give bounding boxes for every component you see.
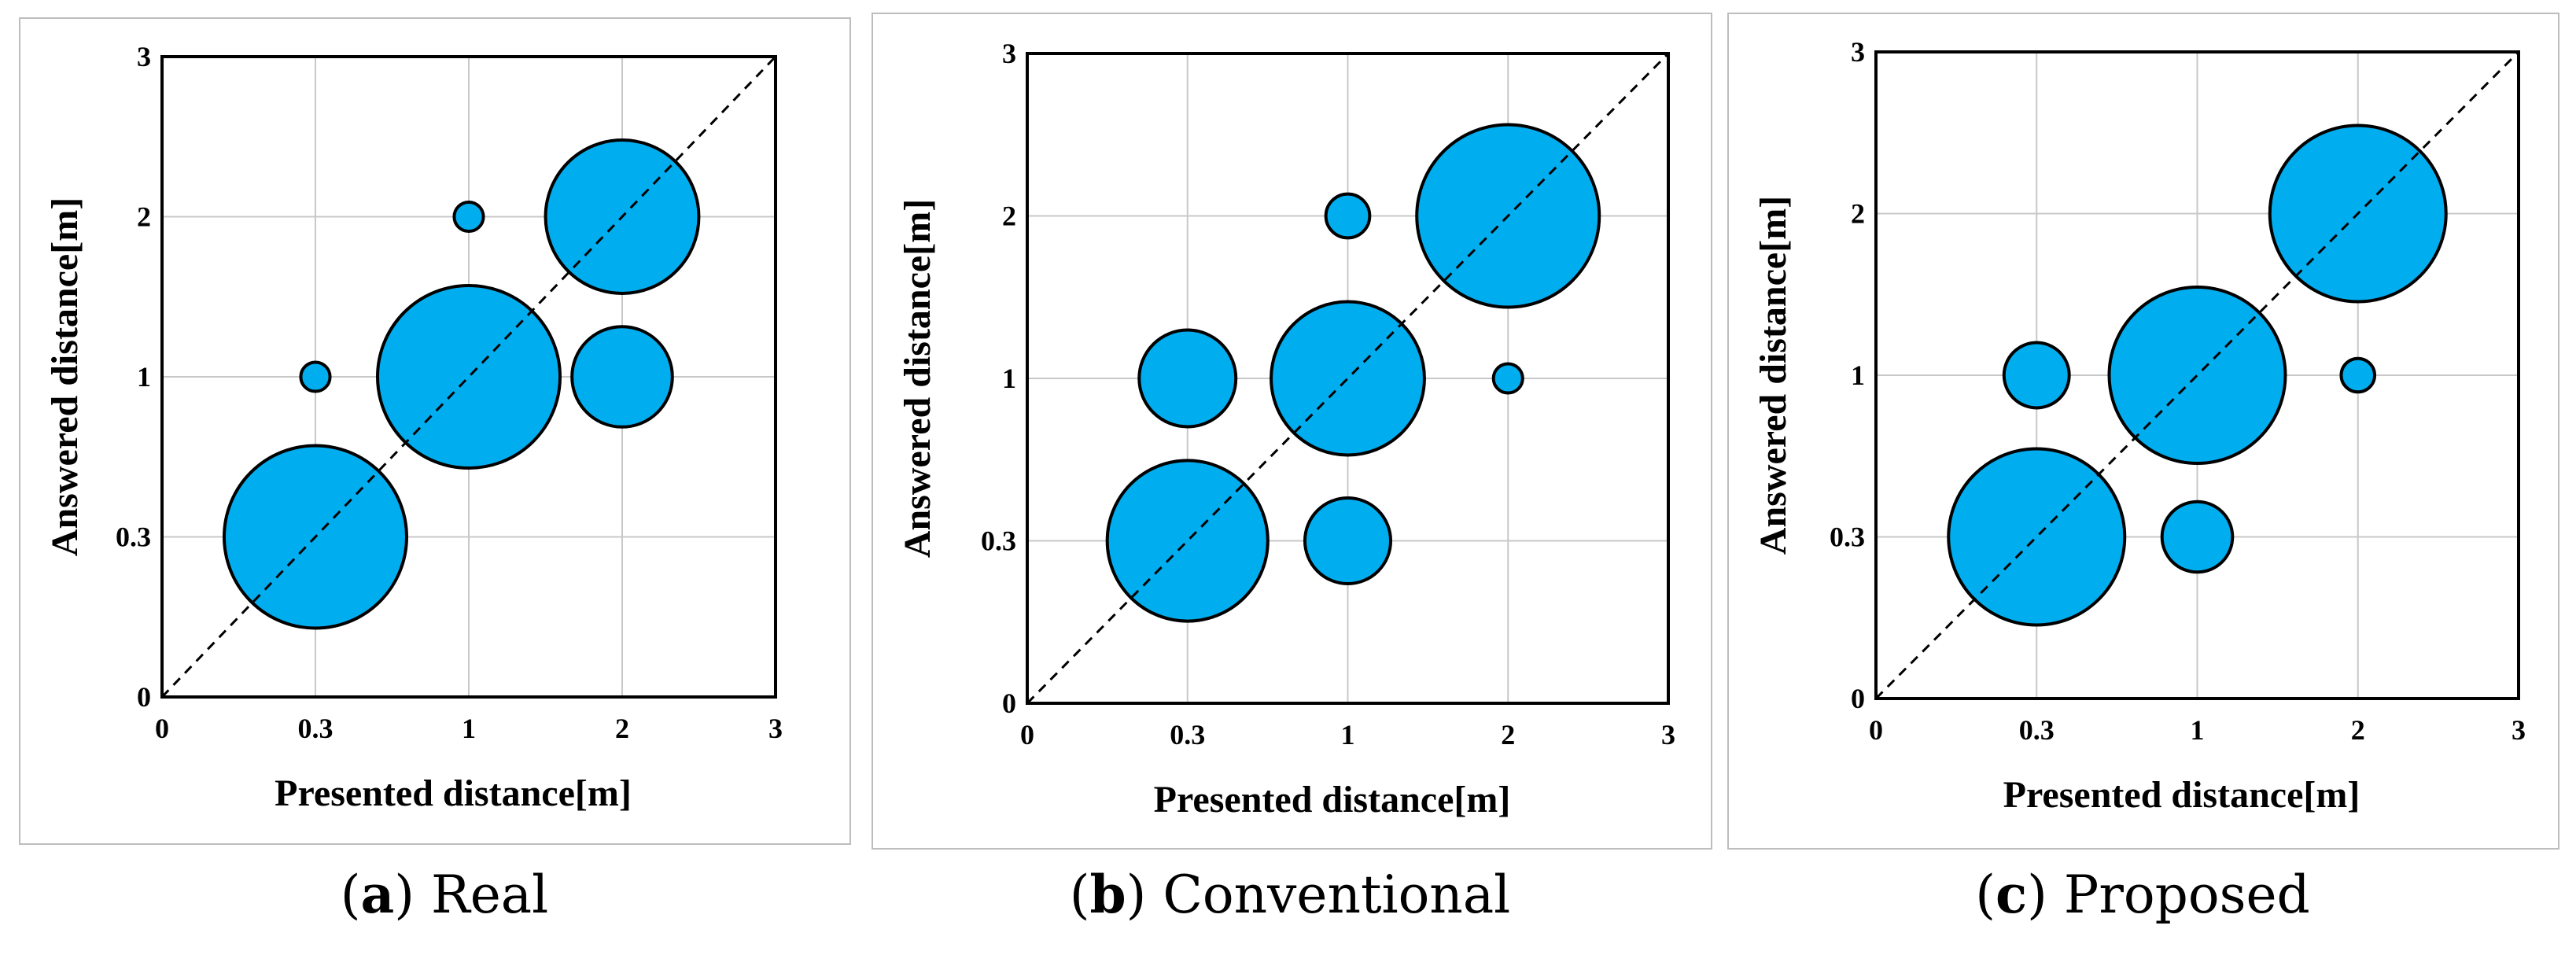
- caption-letter: a: [360, 864, 395, 925]
- x-axis-label: Presented distance[m]: [1154, 779, 1511, 820]
- plot-frame: [160, 55, 777, 699]
- diagonal-reference-line: [1026, 52, 1670, 705]
- x-tick-label: 0: [1020, 719, 1034, 750]
- plot-frame: [1874, 50, 2520, 700]
- x-tick-label: 0: [1869, 714, 1883, 746]
- caption-text: Real: [431, 865, 549, 925]
- y-tick-label: 1: [137, 361, 151, 393]
- bubble-point: [2002, 341, 2071, 410]
- bubble-chart-b: 0 0.3 1 2 3 0 0.3 1 2 3 Presented distance[m] Answe…: [897, 38, 1675, 820]
- caption-c: (c) Proposed: [1975, 864, 2310, 925]
- y-tick-label: 0: [137, 681, 151, 713]
- caption-letter: b: [1089, 864, 1126, 925]
- chart-panel-b: 0 0.3 1 2 3 0 0.3 1 2 3 Presented distance[m] Answe…: [872, 13, 1712, 850]
- chart-panel-a: 0 0.3 1 2 3 0 0.3 1 2 3 Presented distance[m] Answe…: [19, 17, 851, 845]
- y-tick-label: 0.3: [981, 525, 1016, 557]
- x-tick-label: 0.3: [298, 713, 334, 744]
- x-tick-label: 3: [768, 713, 783, 744]
- y-tick-label: 1: [1002, 363, 1016, 394]
- y-tick-label: 2: [1002, 201, 1016, 232]
- x-tick-label: 3: [1661, 719, 1675, 750]
- y-tick-label: 0: [1851, 683, 1865, 714]
- caption-letter: c: [1995, 864, 2028, 925]
- x-tick-label: 0.3: [2019, 714, 2055, 746]
- x-tick-label: 1: [2191, 714, 2205, 746]
- x-tick-label: 0.3: [1170, 719, 1205, 750]
- bubble-point: [1324, 192, 1372, 240]
- bubble-point: [2339, 356, 2377, 394]
- bubble-chart-c: 0 0.3 1 2 3 0 0.3 1 2 3 Presented distance[m] Answe…: [1752, 36, 2526, 816]
- y-tick-label: 1: [1851, 359, 1865, 391]
- caption-text: Conventional: [1163, 865, 1511, 925]
- y-axis-label: Answered distance[m]: [897, 199, 938, 558]
- y-tick-label: 0: [1002, 688, 1016, 719]
- y-tick-label: 3: [137, 41, 151, 72]
- caption-b: (b) Conventional: [1069, 864, 1511, 925]
- x-tick-label: 3: [2512, 714, 2526, 746]
- x-tick-label: 2: [1501, 719, 1515, 750]
- diagonal-reference-line: [1874, 50, 2520, 700]
- x-axis-label: Presented distance[m]: [275, 772, 632, 814]
- y-tick-label: 0.3: [116, 522, 151, 553]
- bubble-point: [2160, 500, 2235, 574]
- y-tick-label: 2: [1851, 198, 1865, 230]
- x-tick-label: 1: [1341, 719, 1355, 750]
- y-axis-label: Answered distance[m]: [1752, 196, 1794, 555]
- x-tick-label: 2: [2351, 714, 2365, 746]
- bubble-point: [1491, 362, 1524, 395]
- y-axis-label: Answered distance[m]: [44, 197, 86, 556]
- bubble-point: [1303, 496, 1393, 586]
- y-tick-label: 3: [1002, 38, 1016, 69]
- x-axis-label: Presented distance[m]: [2003, 774, 2360, 816]
- x-tick-label: 2: [615, 713, 629, 744]
- caption-a: (a) Real: [340, 864, 549, 925]
- bubble-point: [376, 284, 562, 470]
- x-tick-label: 0: [155, 713, 169, 744]
- plot-frame: [1026, 52, 1670, 705]
- bubble-point: [1137, 328, 1238, 429]
- bubble-chart-a: 0 0.3 1 2 3 0 0.3 1 2 3 Presented distance[m] Answe…: [44, 41, 783, 814]
- bubble-point: [299, 360, 332, 393]
- caption-text: Proposed: [2063, 865, 2310, 925]
- bubble-point: [452, 200, 485, 234]
- y-tick-label: 0.3: [1830, 522, 1865, 553]
- bubble-point: [570, 325, 674, 429]
- x-tick-label: 1: [462, 713, 476, 744]
- y-tick-label: 3: [1851, 36, 1865, 68]
- y-tick-label: 2: [137, 201, 151, 233]
- chart-panel-c: 0 0.3 1 2 3 0 0.3 1 2 3 Presented distance[m] Answe…: [1727, 13, 2559, 850]
